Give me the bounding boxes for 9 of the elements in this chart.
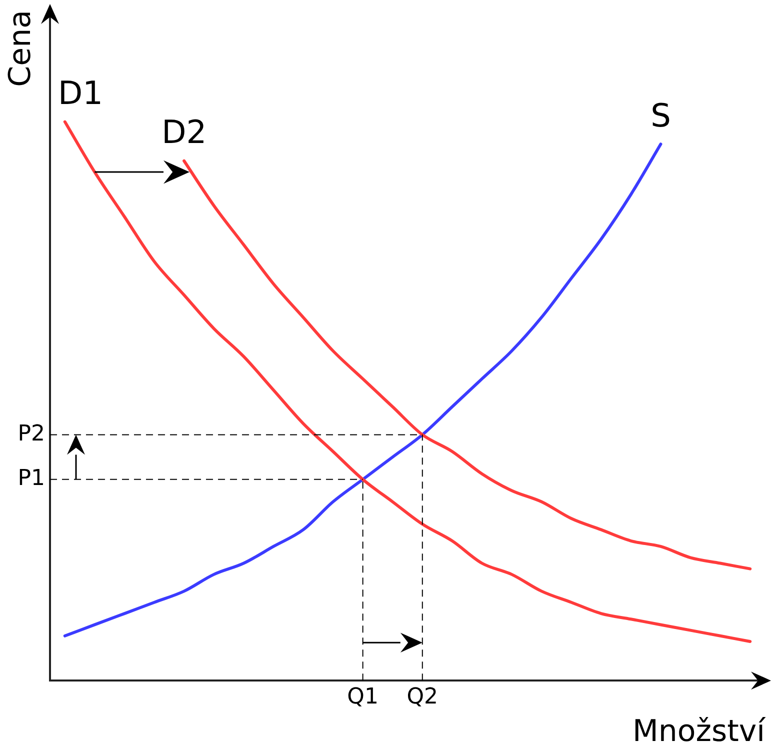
x-tick-label: Q2 <box>406 684 438 710</box>
x-tick-label: Q1 <box>347 684 378 710</box>
ref-line-label: P2 <box>18 421 45 446</box>
y-axis-title: Cena <box>2 10 38 87</box>
series-label: D1 <box>58 74 103 112</box>
series-label: D2 <box>162 113 207 152</box>
x-axis-title: Množství <box>632 714 767 749</box>
series-label: S <box>650 96 671 134</box>
ref-line-label: P1 <box>18 466 45 492</box>
